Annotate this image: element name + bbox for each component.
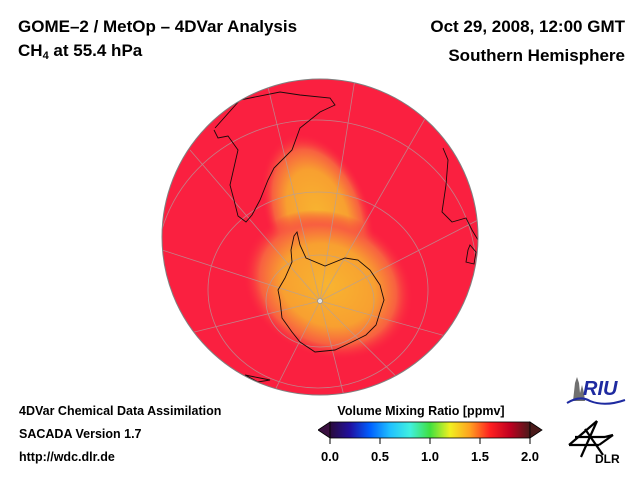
region-label: Southern Hemisphere: [448, 46, 625, 65]
colorbar-over-arrow: [529, 421, 543, 439]
cathedral-icon: [573, 377, 585, 401]
globe-outline: [161, 78, 479, 396]
madagascar-coast: [465, 244, 477, 265]
island-coast: [244, 374, 271, 383]
south-pole-marker: [317, 298, 323, 304]
coastlines: [213, 91, 478, 383]
colorbar-tick-label: 1.5: [470, 449, 490, 464]
footer-url[interactable]: http://wdc.dlr.de: [19, 450, 115, 464]
species-label: CH: [18, 41, 43, 60]
footer-line-1: 4DVar Chemical Data Assimilation: [19, 404, 222, 418]
title-line-1: GOME–2 / MetOp – 4DVar Analysis: [18, 17, 298, 36]
level-label: at 55.4 hPa: [48, 41, 143, 60]
antarctica-coast: [277, 230, 385, 353]
riu-logo-text: RIU: [583, 378, 618, 400]
species-subscript: 4: [42, 50, 49, 62]
dlr-logo: DLR: [568, 420, 620, 465]
colorbar-title: Volume Mixing Ratio [ppmv]: [337, 404, 505, 418]
title-line-2: CH4 at 55.4 hPa: [18, 41, 142, 62]
colorbar-bar: [329, 421, 531, 439]
colorbar-under-arrow: [318, 421, 331, 439]
colorbar-tick-label: 0.0: [320, 449, 340, 464]
datetime-label: Oct 29, 2008, 12:00 GMT: [430, 17, 625, 36]
colorbar: [318, 421, 543, 444]
colorbar-tick-label: 0.5: [370, 449, 390, 464]
colorbar-ticks: [329, 438, 531, 444]
dlr-emblem-icon: [568, 420, 614, 458]
colorbar-tick-label: 1.0: [420, 449, 440, 464]
colorbar-tick-label: 2.0: [520, 449, 540, 464]
south-america-coast: [213, 91, 336, 223]
wave-line: [566, 397, 626, 405]
africa-coast: [441, 147, 478, 241]
riu-logo: RIU: [566, 377, 626, 405]
footer-line-2: SACADA Version 1.7: [19, 427, 142, 441]
dlr-logo-text: DLR: [595, 452, 620, 465]
